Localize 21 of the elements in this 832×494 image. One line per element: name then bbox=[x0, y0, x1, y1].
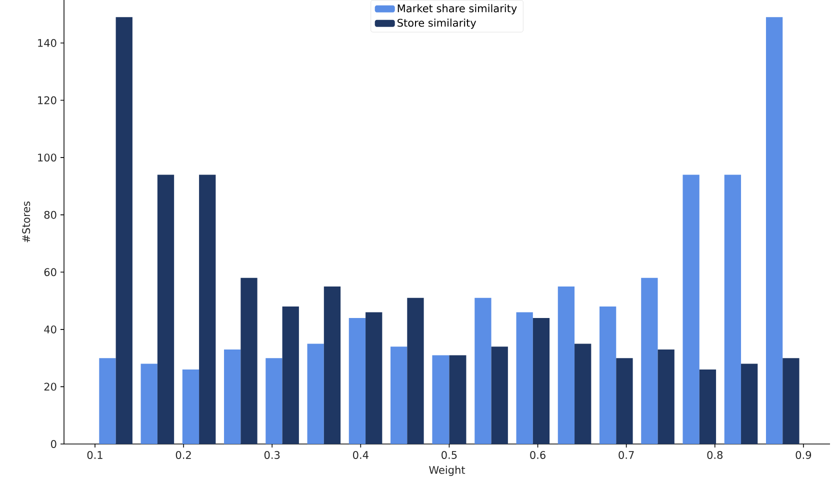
x-tick-label: 0.3 bbox=[264, 451, 280, 459]
x-tick-label: 0.7 bbox=[618, 451, 634, 459]
legend-label: Store similarity bbox=[398, 18, 476, 29]
y-tick-label: 100 bbox=[38, 154, 56, 162]
y-tick-label: 60 bbox=[44, 268, 56, 276]
x-tick-label: 0.6 bbox=[530, 451, 546, 459]
x-tick-label: 0.8 bbox=[707, 451, 723, 459]
x-tick-label: 0.1 bbox=[87, 451, 102, 459]
y-tick-label: 140 bbox=[38, 38, 56, 47]
x-tick-label: 0.2 bbox=[176, 451, 191, 459]
x-tick-label: 0.5 bbox=[442, 451, 457, 459]
legend-label: Market share similarity bbox=[398, 4, 517, 14]
y-tick-label: 40 bbox=[44, 325, 56, 334]
x-tick-label: 0.4 bbox=[353, 451, 368, 459]
x-axis-title: Weight bbox=[429, 466, 466, 476]
y-tick-label: 120 bbox=[38, 96, 56, 104]
y-tick-label: 20 bbox=[44, 382, 56, 391]
x-tick-label: 0.9 bbox=[796, 451, 812, 459]
y-tick-label: 80 bbox=[44, 210, 56, 219]
y-axis-title: #Stores bbox=[22, 201, 30, 242]
y-tick-label: 0 bbox=[50, 440, 56, 448]
